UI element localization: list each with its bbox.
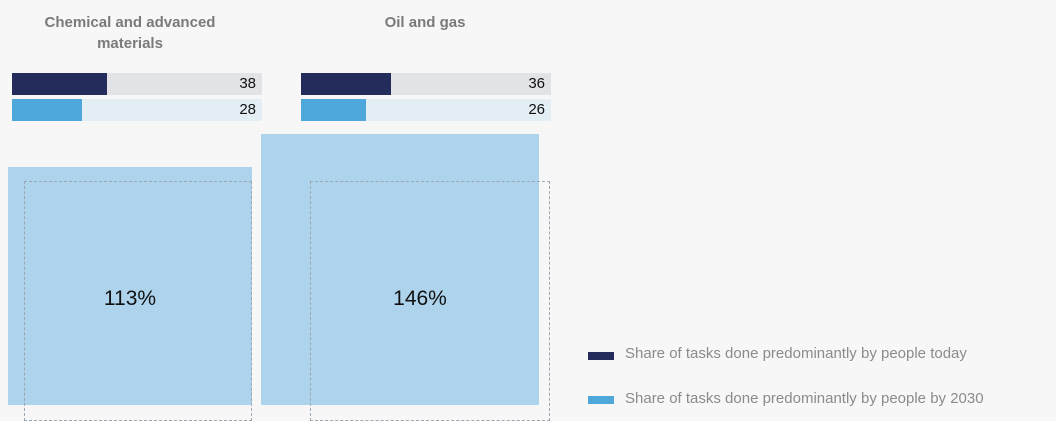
growth-label: 113% <box>103 287 157 310</box>
bar-today <box>12 73 107 95</box>
legend-swatch-today <box>588 352 614 360</box>
bar-row-today: 38 <box>12 73 262 95</box>
bar-row-2030: 26 <box>301 99 551 121</box>
bar-value-today: 36 <box>528 75 545 92</box>
bar-row-2030: 28 <box>12 99 262 121</box>
panel-title: Oil and gas <box>384 14 466 31</box>
panel-title: Chemical and advanced materials <box>44 14 216 52</box>
growth-box: 113% <box>8 167 252 421</box>
legend-label-2030: Share of tasks done predominantly by peo… <box>625 390 984 407</box>
legend-swatch-2030 <box>588 396 614 404</box>
bar-value-2030: 28 <box>239 101 256 118</box>
bar-2030 <box>301 99 366 121</box>
bar-value-2030: 26 <box>528 101 545 118</box>
legend-label-today: Share of tasks done predominantly by peo… <box>625 345 967 362</box>
bar-today <box>301 73 391 95</box>
growth-box: 146% <box>261 134 550 421</box>
bar-2030 <box>12 99 82 121</box>
bar-value-today: 38 <box>239 75 256 92</box>
bar-row-today: 36 <box>301 73 551 95</box>
growth-label: 146% <box>393 287 447 310</box>
